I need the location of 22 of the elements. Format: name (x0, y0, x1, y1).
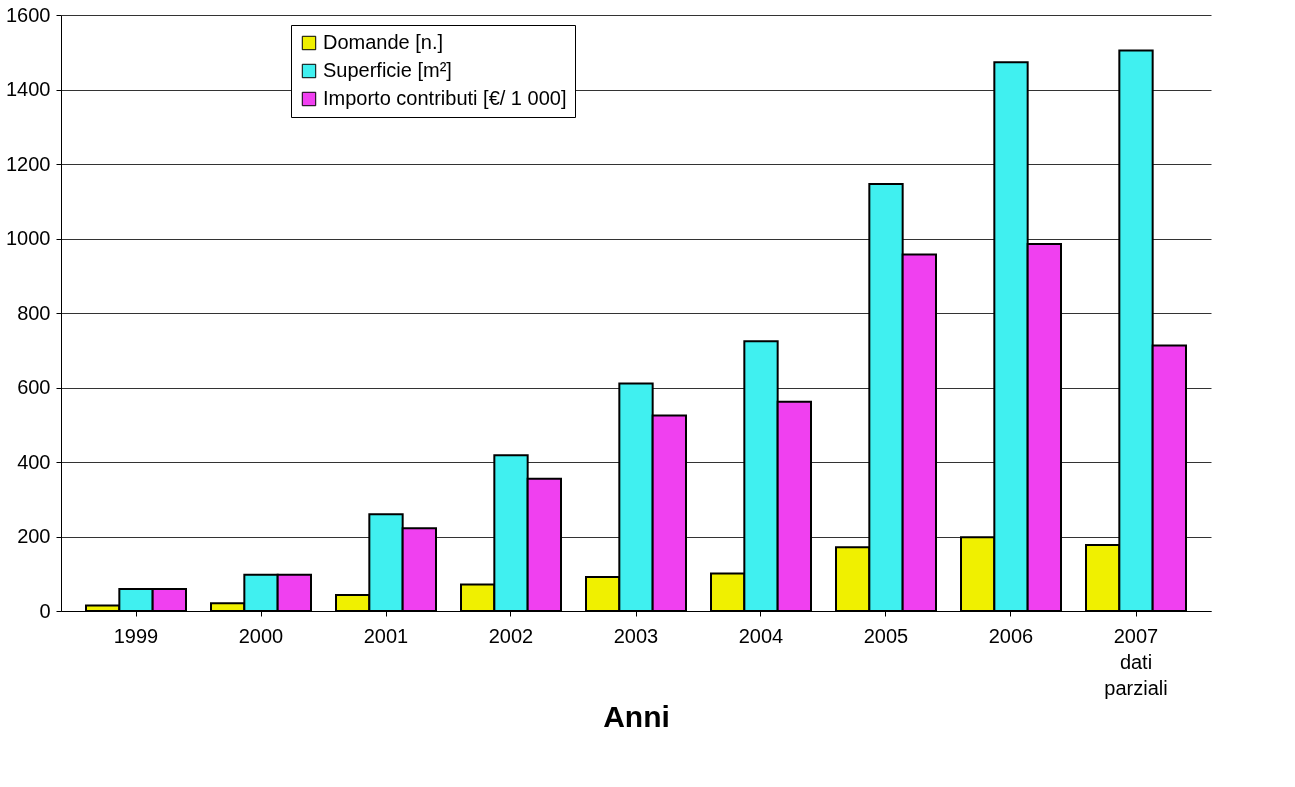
x-tick-label: 2006 (988, 624, 1034, 647)
x-tick-label: 2004 (738, 624, 784, 647)
x-tick-label: 2003 (613, 624, 659, 647)
y-tick-label: 600 (17, 376, 51, 398)
y-tick-label: 1400 (6, 78, 51, 100)
x-tick-label: 2007 dati parziali (1104, 624, 1168, 699)
x-tick-label: 2005 (863, 624, 909, 647)
x-tick-label: 2001 (363, 624, 409, 647)
legend-label: Domande [n.] (323, 31, 444, 53)
legend-label: Importo contributi [€/ 1 000] (323, 87, 567, 109)
y-tick-label: 200 (17, 525, 51, 547)
x-tick-label: 2000 (238, 624, 284, 647)
x-tick-label: 1999 (113, 624, 159, 647)
x-tick-label: 2002 (488, 624, 534, 647)
x-axis-title: Anni (603, 699, 670, 733)
y-tick-label: 1200 (6, 152, 51, 175)
y-tick-label: 800 (17, 301, 51, 324)
y-tick-label: 0 (39, 599, 51, 622)
legend-label: Superficie [m²] (323, 59, 452, 81)
y-tick-label: 1600 (6, 3, 51, 26)
y-tick-label: 1000 (6, 227, 51, 249)
y-tick-label: 400 (17, 450, 51, 473)
